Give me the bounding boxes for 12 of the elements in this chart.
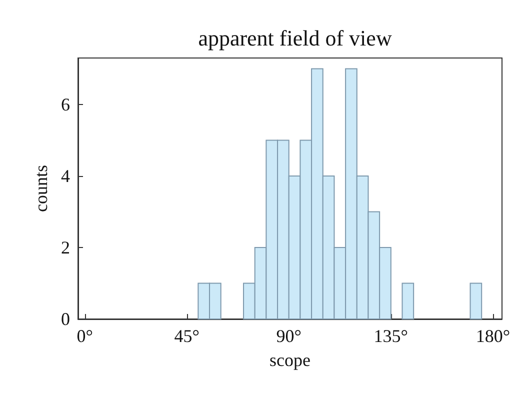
y-tick-label: 0 xyxy=(61,309,70,329)
x-tick-label: 45° xyxy=(174,326,200,346)
y-tick-label: 6 xyxy=(61,94,70,114)
x-axis-title: scope xyxy=(270,350,310,370)
y-tick-label: 4 xyxy=(61,166,70,186)
x-tick-label: 135° xyxy=(374,326,408,346)
chart-title: apparent field of view xyxy=(198,26,392,50)
x-tick-label: 0° xyxy=(76,326,93,346)
y-axis-title: counts xyxy=(31,165,51,212)
x-tick-label: 90° xyxy=(276,326,302,346)
y-tick-label: 2 xyxy=(61,237,70,258)
x-tick-label: 180° xyxy=(476,326,510,346)
